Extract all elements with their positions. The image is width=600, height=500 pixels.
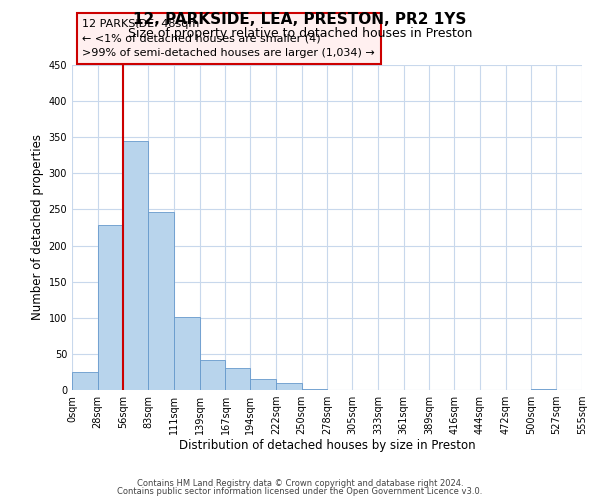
Text: Contains HM Land Registry data © Crown copyright and database right 2024.: Contains HM Land Registry data © Crown c… bbox=[137, 478, 463, 488]
Y-axis label: Number of detached properties: Number of detached properties bbox=[31, 134, 44, 320]
X-axis label: Distribution of detached houses by size in Preston: Distribution of detached houses by size … bbox=[179, 438, 475, 452]
Bar bbox=[174, 317, 200, 390]
Text: Size of property relative to detached houses in Preston: Size of property relative to detached ho… bbox=[128, 28, 472, 40]
Bar bbox=[148, 212, 174, 390]
Bar bbox=[250, 379, 276, 390]
Bar bbox=[124, 141, 148, 390]
Bar bbox=[72, 372, 98, 390]
Bar bbox=[98, 226, 124, 390]
Text: 12, PARKSIDE, LEA, PRESTON, PR2 1YS: 12, PARKSIDE, LEA, PRESTON, PR2 1YS bbox=[133, 12, 467, 28]
Bar bbox=[200, 360, 226, 390]
Bar bbox=[226, 368, 250, 390]
Bar bbox=[276, 383, 302, 390]
Text: Contains public sector information licensed under the Open Government Licence v3: Contains public sector information licen… bbox=[118, 487, 482, 496]
Text: 12 PARKSIDE: 48sqm
← <1% of detached houses are smaller (4)
>99% of semi-detache: 12 PARKSIDE: 48sqm ← <1% of detached hou… bbox=[82, 19, 375, 59]
